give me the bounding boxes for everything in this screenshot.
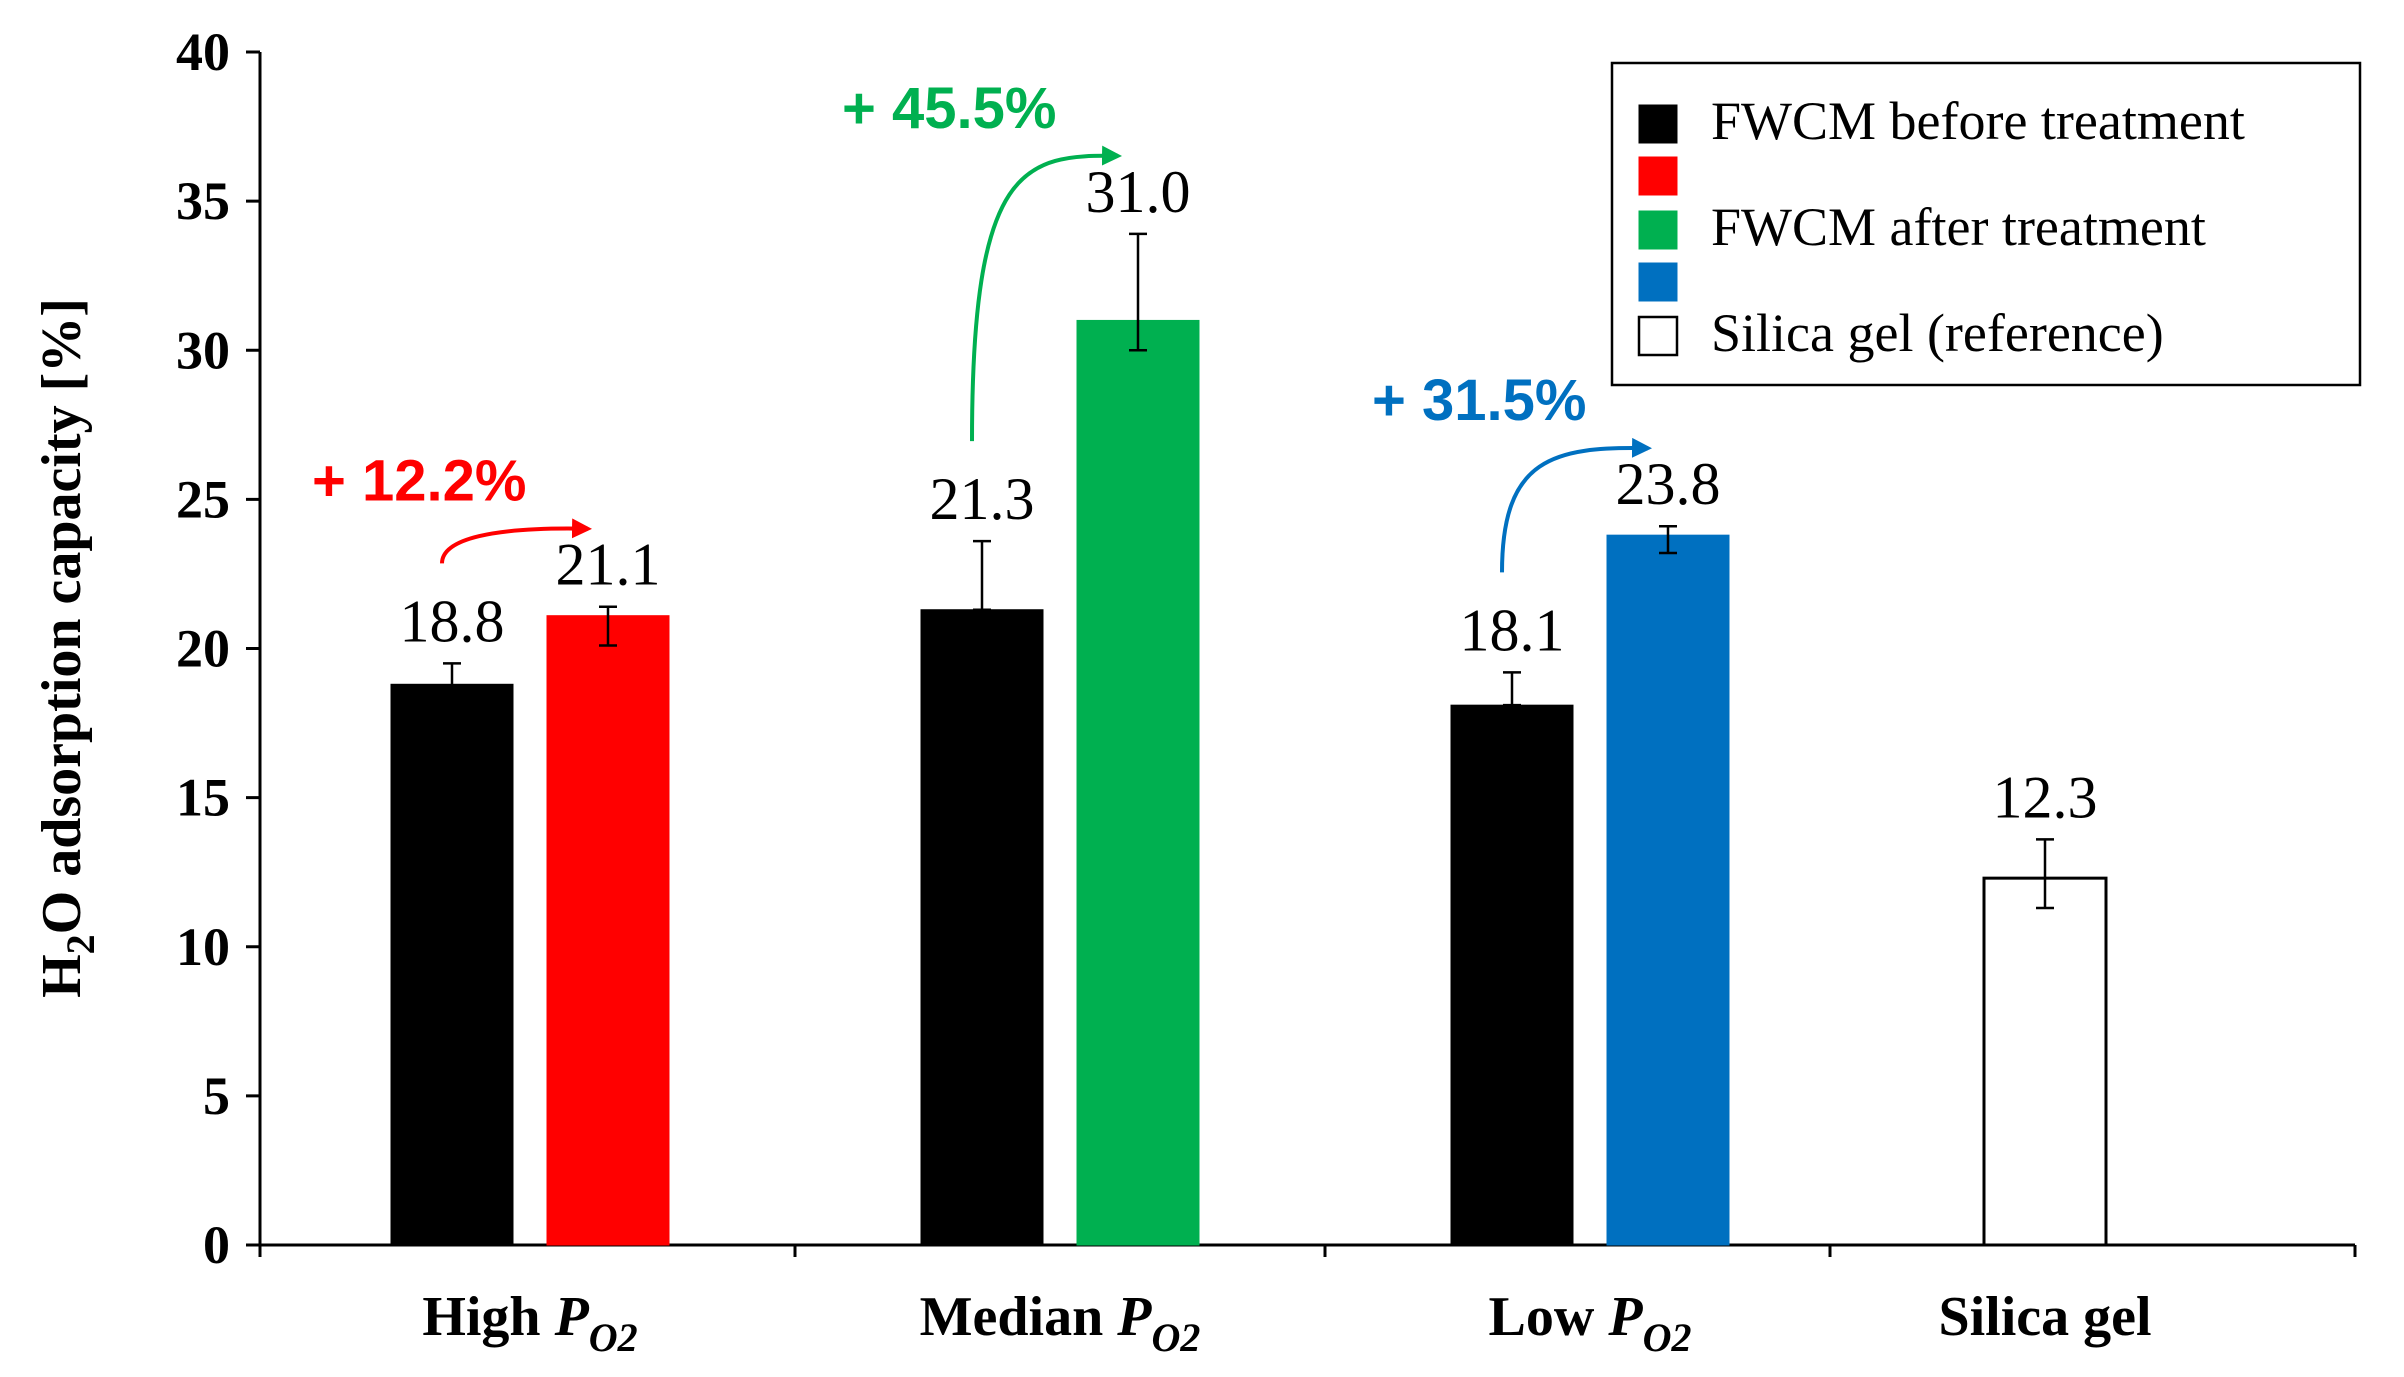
y-tick-label: 20	[176, 619, 230, 679]
data-label: 31.0	[1086, 159, 1191, 225]
legend-swatch	[1638, 156, 1678, 196]
increase-annotation: + 12.2%	[312, 449, 526, 514]
y-tick-label: 10	[176, 917, 230, 977]
bar	[1606, 534, 1730, 1246]
data-labels: 18.8 21.1 21.3 31.0 18.1 23.8 12.3	[400, 159, 2098, 830]
x-category-label: High PO2	[422, 1286, 637, 1360]
increase-annotation: + 45.5%	[842, 76, 1056, 141]
data-label: 21.1	[556, 532, 661, 598]
legend-swatch	[1637, 315, 1679, 357]
bars	[390, 232, 2108, 1247]
y-axis-label: H2O adsorption capacity [%]	[31, 298, 103, 998]
y-tick-label: 35	[176, 171, 230, 231]
axes: 0 5 10 15 20 25 30 35 40 H2O adsorption capacity …	[31, 22, 2357, 1360]
bar	[1450, 704, 1574, 1246]
y-tick-label: 40	[176, 22, 230, 82]
x-category-label: Low PO2	[1489, 1286, 1692, 1360]
increase-arrow	[970, 145, 1122, 442]
bar	[1076, 319, 1200, 1246]
data-label: 21.3	[930, 466, 1035, 532]
data-label: 18.1	[1460, 597, 1565, 663]
bar	[1982, 876, 2108, 1247]
x-category-label: Median PO2	[920, 1286, 1201, 1360]
legend-swatch	[1638, 262, 1678, 302]
bar	[546, 615, 670, 1246]
bar	[920, 609, 1044, 1246]
increase-arrow	[1500, 437, 1652, 573]
increase-arrow	[440, 518, 592, 564]
legend-label: Silica gel (reference)	[1711, 303, 2164, 363]
y-tick-label: 25	[176, 469, 230, 529]
legend-swatch	[1638, 210, 1678, 250]
legend: FWCM before treatment FWCM after treatmen…	[1610, 61, 2362, 387]
data-label: 18.8	[400, 588, 505, 654]
data-label: 23.8	[1616, 451, 1721, 517]
increase-annotation: + 31.5%	[1372, 368, 1586, 433]
y-tick-label: 5	[203, 1066, 230, 1126]
y-tick-label: 30	[176, 320, 230, 380]
legend-label: FWCM before treatment	[1711, 91, 2245, 151]
data-label: 12.3	[1993, 764, 2098, 830]
legend-swatch	[1638, 104, 1678, 144]
legend-box	[1610, 61, 2362, 387]
x-category-label: Silica gel	[1938, 1286, 2151, 1348]
y-tick-label: 15	[176, 768, 230, 828]
annotations: + 12.2% + 45.5% + 31.5%	[312, 76, 1652, 573]
bar	[390, 683, 514, 1246]
legend-label: FWCM after treatment	[1711, 197, 2206, 257]
y-tick-label: 0	[203, 1215, 230, 1275]
